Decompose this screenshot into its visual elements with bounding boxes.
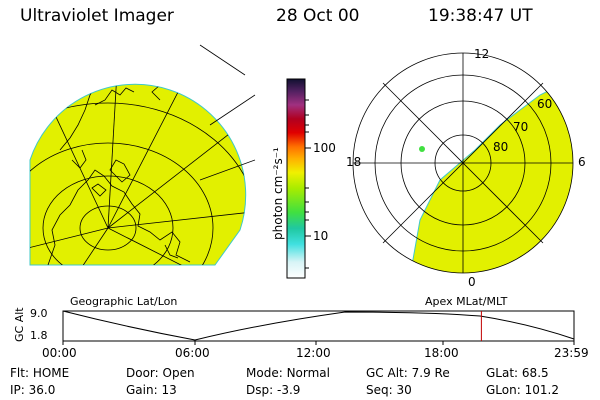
info-flight: Flt: HOME [10,366,70,380]
satellite-position-marker [419,146,425,152]
date-label: 28 Oct 00 [276,6,360,26]
timeline-xtick-1200: 12:00 [296,346,331,360]
mlat-label-70: 70 [513,120,529,134]
right-map-caption: Apex MLat/MLT [425,295,508,308]
timeline-ytick-top: 9.0 [30,307,48,320]
timeline-ytick-bottom: 1.8 [30,329,48,342]
altitude-curve [62,310,575,341]
info-dsp: Dsp: -3.9 [246,383,301,397]
info-gain: Gain: 13 [126,383,177,397]
timeline-xtick-1800: 18:00 [424,346,459,360]
mlt-label-6: 6 [578,155,586,169]
info-glat: GLat: 68.5 [486,366,549,380]
altitude-timeline [62,310,575,345]
info-ip: IP: 36.0 [10,383,56,397]
colorbar-tick-100: 100 [313,141,336,155]
info-mode: Mode: Normal [246,366,330,380]
colorbar-unit-label: photon cm⁻²s⁻¹ [271,147,285,240]
mlt-label-0: 0 [468,275,476,289]
time-label: 19:38:47 UT [428,6,533,26]
info-glon: GLon: 101.2 [486,383,559,397]
colorbar [286,78,311,279]
left-map-caption: Geographic Lat/Lon [70,295,178,308]
info-seq: Seq: 30 [366,383,412,397]
geographic-map [29,44,256,266]
app-title: Ultraviolet Imager [20,6,174,26]
mlt-label-12: 12 [474,47,490,61]
left-map-emission [29,83,247,266]
info-door: Door: Open [126,366,195,380]
colorbar-tick-10: 10 [313,229,329,243]
timeline-xtick-2359: 23:59 [554,346,589,360]
info-gc-alt: GC Alt: 7.9 Re [366,366,450,380]
timeline-ylabel: GC Alt [13,307,26,342]
mlt-label-18: 18 [346,155,362,169]
mlat-label-80: 80 [493,140,509,154]
apex-polar-map [352,52,574,274]
timeline-xtick-0000: 00:00 [42,346,77,360]
mlat-label-60: 60 [537,97,553,111]
timeline-xtick-0600: 06:00 [175,346,210,360]
